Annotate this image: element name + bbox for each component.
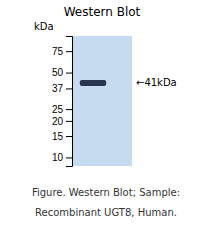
tick-label: 20 (52, 116, 64, 127)
tick: 10 (52, 152, 72, 163)
band (80, 80, 106, 86)
tick-mark (66, 109, 72, 110)
tick-label: 37 (52, 83, 64, 94)
y-axis: 75 50 37 2520 15 10 (52, 37, 73, 167)
tick: 50 (52, 67, 72, 78)
tick-label: 25 (52, 104, 64, 115)
tick: 75 (52, 46, 72, 57)
tick-mark (66, 136, 72, 137)
tick-label: 50 (52, 67, 64, 78)
tick-mark (66, 157, 72, 158)
chart: 75 50 37 2520 15 10 kDa Western Blot ←41kDa Figur… (0, 0, 212, 237)
plot-area (72, 36, 132, 166)
tick: 20 (52, 116, 72, 127)
axis-line (66, 37, 73, 167)
tick-mark (66, 51, 72, 52)
axis-label: kDa (34, 21, 54, 32)
tick-label: 10 (52, 152, 64, 163)
tick: 37 (52, 83, 72, 94)
tick: 15 (52, 131, 72, 142)
tick-label: 15 (52, 131, 64, 142)
title: Western Blot (64, 5, 141, 19)
tick-mark (66, 73, 72, 74)
tick-mark (66, 88, 72, 89)
caption: Recombinant UGT8, Human. (35, 207, 177, 218)
tick-label: 75 (52, 46, 64, 57)
bands (80, 80, 106, 86)
annotation: ←41kDa (136, 77, 177, 88)
tick-mark (66, 121, 72, 122)
caption: Figure. Western Blot; Sample: (32, 187, 180, 198)
tick: 25 (52, 104, 72, 115)
